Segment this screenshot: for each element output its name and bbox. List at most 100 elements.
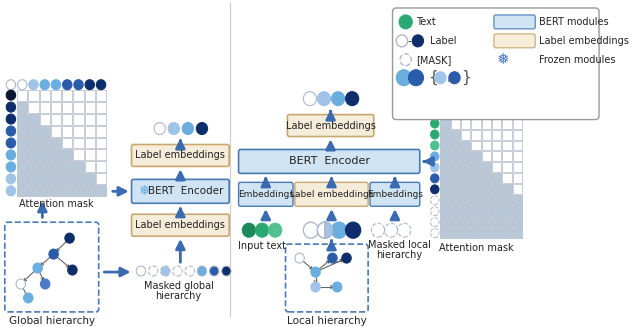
Bar <box>461 141 470 150</box>
Text: Frozen modules: Frozen modules <box>539 55 616 65</box>
Circle shape <box>317 222 332 238</box>
Bar <box>28 162 38 172</box>
Bar <box>492 173 501 183</box>
Bar <box>513 129 522 140</box>
Bar <box>440 206 450 216</box>
Bar <box>472 163 481 172</box>
Bar <box>451 151 460 162</box>
Bar <box>96 113 106 125</box>
Text: ❅: ❅ <box>139 184 150 198</box>
Bar <box>492 217 501 227</box>
Bar <box>492 206 501 216</box>
Bar <box>461 108 470 118</box>
Text: Masked global: Masked global <box>143 281 213 291</box>
Bar <box>74 126 84 136</box>
Circle shape <box>400 54 412 66</box>
Bar <box>513 195 522 205</box>
Bar <box>51 138 61 148</box>
Circle shape <box>33 263 42 273</box>
Circle shape <box>6 162 15 172</box>
Bar <box>502 173 512 183</box>
Bar <box>62 102 72 112</box>
Bar <box>84 173 95 184</box>
Bar <box>502 206 512 216</box>
Bar <box>461 151 470 162</box>
Bar <box>513 206 522 216</box>
Bar <box>492 108 501 118</box>
Bar <box>472 217 481 227</box>
Circle shape <box>161 266 170 276</box>
Circle shape <box>371 223 385 237</box>
Bar <box>96 102 106 112</box>
Circle shape <box>29 80 38 90</box>
Bar <box>451 173 460 183</box>
Bar <box>40 90 50 101</box>
Text: hierarchy: hierarchy <box>156 291 202 301</box>
Bar <box>492 184 501 194</box>
Circle shape <box>332 282 342 292</box>
Circle shape <box>396 70 412 86</box>
Circle shape <box>502 97 512 107</box>
Bar <box>472 108 481 118</box>
Circle shape <box>346 92 359 106</box>
Bar <box>451 217 460 227</box>
FancyBboxPatch shape <box>370 182 420 206</box>
Bar <box>40 102 50 112</box>
Circle shape <box>492 97 501 107</box>
Bar <box>451 184 460 194</box>
Bar <box>62 162 72 172</box>
FancyBboxPatch shape <box>285 244 368 312</box>
FancyBboxPatch shape <box>132 145 229 166</box>
Circle shape <box>435 72 446 84</box>
Circle shape <box>49 249 58 259</box>
Bar <box>84 138 95 148</box>
Bar <box>28 90 38 101</box>
Circle shape <box>6 150 15 160</box>
Bar <box>513 184 522 194</box>
Circle shape <box>449 72 460 84</box>
Bar <box>451 141 460 150</box>
Circle shape <box>317 222 332 238</box>
Bar <box>28 185 38 196</box>
Circle shape <box>68 265 77 275</box>
Text: ❅: ❅ <box>497 52 509 67</box>
FancyBboxPatch shape <box>295 182 368 206</box>
FancyBboxPatch shape <box>239 182 293 206</box>
Circle shape <box>412 35 424 47</box>
Bar <box>461 173 470 183</box>
FancyBboxPatch shape <box>132 214 229 236</box>
Bar <box>51 113 61 125</box>
Bar <box>51 102 61 112</box>
Bar <box>51 126 61 136</box>
Circle shape <box>303 92 317 106</box>
Circle shape <box>24 293 33 303</box>
FancyBboxPatch shape <box>132 180 229 203</box>
Bar <box>482 129 491 140</box>
Text: Attention mask: Attention mask <box>439 243 514 253</box>
Text: Embeddings: Embeddings <box>238 190 294 199</box>
Bar <box>51 162 61 172</box>
Bar <box>84 113 95 125</box>
Bar <box>74 102 84 112</box>
Bar <box>492 129 501 140</box>
Bar <box>451 228 460 238</box>
Bar <box>17 126 28 136</box>
Bar <box>472 173 481 183</box>
Circle shape <box>182 123 193 134</box>
FancyBboxPatch shape <box>494 15 535 29</box>
Bar <box>502 195 512 205</box>
Bar <box>472 195 481 205</box>
Circle shape <box>385 223 397 237</box>
Circle shape <box>97 80 106 90</box>
Circle shape <box>399 15 412 29</box>
Bar <box>502 184 512 194</box>
Bar <box>502 228 512 238</box>
Bar <box>96 90 106 101</box>
Bar <box>84 149 95 161</box>
Circle shape <box>482 97 491 107</box>
Circle shape <box>397 223 411 237</box>
Circle shape <box>431 108 439 117</box>
Text: -: - <box>408 36 412 46</box>
Circle shape <box>346 222 360 238</box>
Bar <box>472 228 481 238</box>
